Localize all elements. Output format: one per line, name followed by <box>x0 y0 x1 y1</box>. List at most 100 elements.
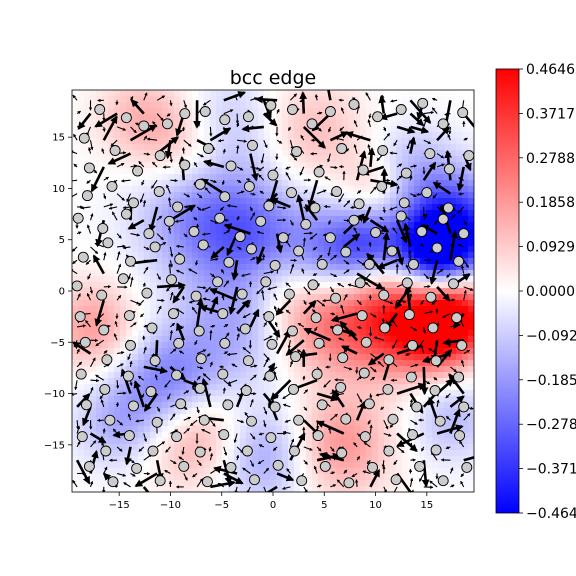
field-cell <box>204 456 211 463</box>
field-cell <box>114 414 121 421</box>
field-cell <box>426 204 433 211</box>
field-cell <box>324 330 331 337</box>
field-cell <box>420 246 427 253</box>
field-cell <box>456 276 463 283</box>
field-cell <box>330 270 337 277</box>
field-cell <box>402 378 409 385</box>
field-cell <box>288 426 295 433</box>
field-cell <box>96 180 103 187</box>
field-cell <box>186 186 193 193</box>
field-cell <box>78 378 85 385</box>
quiver-arrow <box>254 95 278 104</box>
field-cell <box>132 438 139 445</box>
field-cell <box>216 318 223 325</box>
field-cell <box>282 456 289 463</box>
field-cell <box>468 282 474 289</box>
field-cell <box>114 450 121 457</box>
field-cell <box>330 408 337 415</box>
field-cell <box>246 192 253 199</box>
field-cell <box>168 198 175 205</box>
field-cell <box>360 354 367 361</box>
field-cell <box>432 216 439 223</box>
field-cell <box>168 318 175 325</box>
field-cell <box>162 288 169 295</box>
field-cell <box>84 456 91 463</box>
quiver-arrow <box>89 432 107 444</box>
field-cell <box>204 132 211 139</box>
field-cell <box>456 222 463 229</box>
field-cell <box>294 102 301 109</box>
field-cell <box>132 372 139 379</box>
field-cell <box>228 444 235 451</box>
field-cell <box>426 216 433 223</box>
field-cell <box>78 474 85 481</box>
field-cell <box>336 420 343 427</box>
field-cell <box>342 210 349 217</box>
field-cell <box>138 186 145 193</box>
field-cell <box>156 486 163 492</box>
field-cell <box>408 270 415 277</box>
field-cell <box>282 252 289 259</box>
field-cell <box>294 270 301 277</box>
field-cell <box>426 108 433 115</box>
field-cell <box>294 306 301 313</box>
field-cell <box>210 456 217 463</box>
field-cell <box>102 318 109 325</box>
field-cell <box>318 216 325 223</box>
field-cell <box>114 276 121 283</box>
field-cell <box>366 210 373 217</box>
field-cell <box>258 318 265 325</box>
field-cell <box>354 300 361 307</box>
field-cell <box>306 480 313 487</box>
field-cell <box>186 246 193 253</box>
field-cell <box>330 312 337 319</box>
field-cell <box>318 270 325 277</box>
field-cell <box>378 462 385 469</box>
field-cell <box>318 210 325 217</box>
field-cell <box>222 186 229 193</box>
field-cell <box>414 204 421 211</box>
field-cell <box>240 402 247 409</box>
quiver-arrow <box>207 393 211 400</box>
quiver-arrow <box>223 351 229 355</box>
field-cell <box>312 276 319 283</box>
field-cell <box>234 318 241 325</box>
field-cell <box>168 354 175 361</box>
quiver-arrow <box>89 386 94 394</box>
field-cell <box>372 216 379 223</box>
field-cell <box>252 426 259 433</box>
field-cell <box>150 264 157 271</box>
quiver-arrow <box>242 467 251 474</box>
field-cell <box>168 162 175 169</box>
field-cell <box>438 402 445 409</box>
field-cell <box>354 126 361 133</box>
field-cell <box>186 396 193 403</box>
quiver-arrow <box>285 309 291 315</box>
field-cell <box>462 204 469 211</box>
field-cell <box>240 462 247 469</box>
field-cell <box>258 210 265 217</box>
field-cell <box>72 108 79 115</box>
quiver-arrow <box>202 373 211 381</box>
field-cell <box>336 342 343 349</box>
field-cell <box>318 114 325 121</box>
field-cell <box>444 450 451 457</box>
field-cell <box>186 306 193 313</box>
field-cell <box>462 438 469 445</box>
quiver-arrow <box>196 206 202 211</box>
field-cell <box>396 294 403 301</box>
field-cell <box>174 216 181 223</box>
field-cell <box>342 204 349 211</box>
field-cell <box>306 174 313 181</box>
field-cell <box>396 360 403 367</box>
field-cell <box>210 102 217 109</box>
quiver-arrow <box>223 126 227 136</box>
field-cell <box>366 312 373 319</box>
field-cell <box>336 288 343 295</box>
field-cell <box>360 264 367 271</box>
field-cell <box>438 126 445 133</box>
quiver-arrow <box>170 459 177 465</box>
field-cell <box>102 210 109 217</box>
field-cell <box>450 384 457 391</box>
field-cell <box>246 408 253 415</box>
